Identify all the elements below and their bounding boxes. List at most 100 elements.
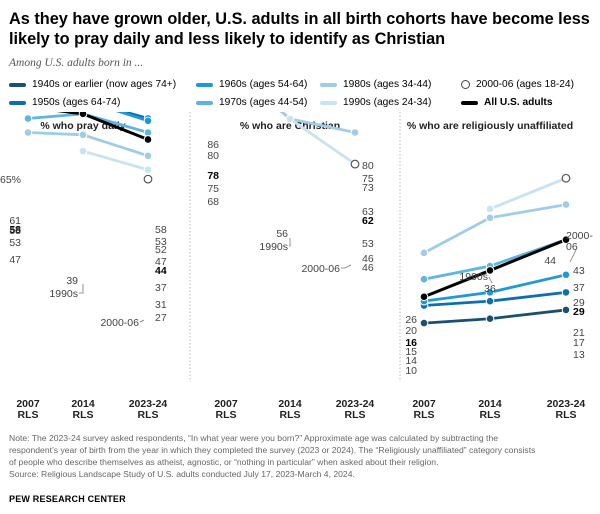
value-label-left: 65%: [0, 174, 21, 186]
series-line: [116, 112, 150, 123]
legend-label: 1990s (ages 24-34): [343, 97, 432, 108]
annotation-value: 39: [66, 275, 78, 287]
data-point: [143, 128, 153, 137]
data-point: [419, 274, 429, 284]
series-line: [81, 149, 150, 172]
data-point: [485, 314, 495, 324]
value-label-left: 61: [9, 215, 21, 227]
data-point: [78, 112, 88, 119]
series-line: [120, 112, 150, 120]
value-label-left: 15: [405, 346, 417, 358]
legend-label: 1980s (ages 34-44): [343, 79, 432, 90]
panel-title: % who are religiously unaffiliated: [407, 120, 573, 132]
data-point: [485, 204, 495, 214]
data-point: [23, 128, 33, 137]
data-point: [561, 270, 571, 280]
legend-swatch: [9, 100, 26, 105]
value-label-left: 80: [207, 150, 219, 162]
data-point: [78, 146, 88, 156]
note-line: respondent’s year of birth from the year…: [9, 445, 536, 455]
data-point: [143, 151, 153, 161]
data-point: [143, 165, 153, 175]
data-point: [561, 305, 571, 315]
x-axis-tick-label: 2023-24 RLS: [547, 398, 586, 421]
value-label-right: 13: [573, 349, 585, 361]
x-axis-tick-label: 2014 RLS: [478, 398, 502, 421]
data-point: [485, 296, 495, 306]
data-point: [419, 248, 429, 258]
x-axis-tick-label: 2014 RLS: [71, 398, 95, 421]
legend-label: 1960s (ages 54-64): [219, 79, 308, 90]
annotation-value: 44: [544, 255, 556, 267]
annotation-cohort: 2000-06: [100, 317, 139, 329]
annotation-cohort: 1990s: [459, 271, 488, 283]
value-label-left: 68: [207, 196, 219, 208]
value-label-right: 53: [155, 236, 167, 248]
value-label-left: 58: [9, 224, 21, 236]
legend: 1940s or earlier (now ages 74+) 1950s (a…: [9, 79, 599, 115]
legend-swatch: [196, 82, 213, 87]
annotation-cohort: 1990s: [259, 241, 288, 253]
data-point: [143, 174, 153, 184]
value-label-right: 17: [573, 337, 585, 349]
value-label-right: 44: [155, 265, 167, 277]
annotation-cohort: 2000-06: [301, 263, 340, 275]
legend-item-all-adults: All U.S. adults: [461, 97, 553, 108]
annotation-leader: [569, 249, 577, 263]
data-point: [143, 135, 153, 144]
value-label-right: 47: [155, 256, 167, 268]
chart-title: As they have grown older, U.S. adults in…: [9, 10, 590, 48]
annotation-leader: [488, 276, 493, 284]
data-point: [419, 318, 429, 328]
value-label-right: 46: [362, 253, 374, 265]
note-line: Note: The 2023-24 survey asked responden…: [9, 433, 499, 443]
data-point: [561, 173, 571, 183]
x-axis-tick-label: 2007 RLS: [16, 398, 40, 421]
value-label-right: 46: [362, 262, 374, 274]
legend-ring-icon: [461, 80, 470, 89]
value-label-left: 58: [9, 225, 21, 237]
legend-label: 1950s (ages 64-74): [32, 97, 121, 108]
annotation-cohort: 1990s: [49, 288, 78, 300]
value-label-right: 63: [362, 206, 374, 218]
annotation-value: 56: [276, 228, 288, 240]
value-label-left: 14: [405, 355, 417, 367]
data-point: [78, 130, 88, 140]
value-label-right: 43: [573, 265, 585, 277]
legend-item-1970s: 1970s (ages 44-54): [196, 97, 307, 108]
legend-item-1940s: 1940s or earlier (now ages 74+): [9, 79, 176, 90]
legend-label: 1940s or earlier (now ages 74+): [32, 79, 177, 90]
x-axis-tick-label: 2023-24 RLS: [129, 398, 168, 421]
value-label-right: 27: [155, 312, 167, 324]
legend-item-1950s: 1950s (ages 64-74): [9, 97, 120, 108]
data-point: [561, 200, 571, 209]
value-label-left: 78: [207, 170, 219, 182]
legend-swatch: [9, 82, 26, 87]
legend-item-2000-06: 2000-06 (ages 18-24): [461, 79, 574, 90]
legend-swatch: [461, 100, 478, 105]
data-point: [561, 288, 571, 297]
legend-item-1980s: 1980s (ages 34-44): [320, 79, 431, 90]
value-label-left: 75: [207, 183, 219, 195]
data-point: [350, 128, 360, 137]
legend-swatch: [320, 100, 337, 105]
value-label-right: 29: [573, 297, 585, 309]
legend-label: All U.S. adults: [484, 97, 553, 108]
x-axis-tick-label: 2023-24 RLS: [336, 398, 375, 421]
data-point: [561, 235, 571, 244]
chart-notes: Note: The 2023-24 survey asked responden…: [9, 432, 593, 480]
value-label-left: 47: [9, 254, 21, 266]
value-label-right: 37: [155, 282, 167, 294]
annotation-leader: [341, 264, 352, 269]
value-label-right: 37: [573, 282, 585, 294]
legend-label: 2000-06 (ages 18-24): [476, 79, 574, 90]
legend-item-1990s: 1990s (ages 24-34): [320, 97, 431, 108]
annotation-value: 36: [484, 283, 496, 295]
value-label-right: 53: [362, 238, 374, 250]
data-point: [485, 266, 495, 275]
data-point: [485, 213, 495, 223]
data-point: [485, 288, 495, 297]
annotation-cohort: 2000-06: [566, 230, 593, 253]
value-label-right: 73: [362, 182, 374, 194]
